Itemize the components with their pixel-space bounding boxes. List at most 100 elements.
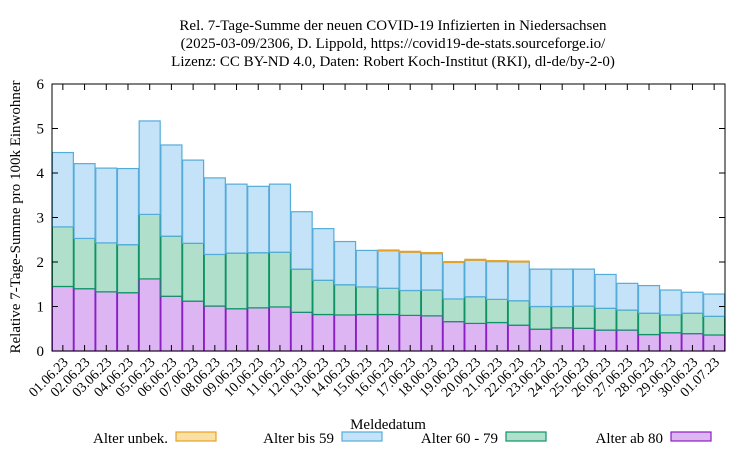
- bar-segment: [616, 282, 639, 311]
- bar-segment: [507, 260, 530, 263]
- bar-segment: [95, 291, 118, 352]
- bar-segment: [355, 249, 378, 288]
- bar-segment: [333, 240, 357, 286]
- bar-segment: [116, 167, 140, 246]
- bar-segment: [637, 312, 661, 336]
- bar-segment: [51, 226, 74, 288]
- bar-segment: [659, 314, 682, 334]
- bar-segment: [377, 287, 400, 316]
- bar-segment: [290, 268, 313, 313]
- legend-label: Alter unbek.: [93, 431, 168, 447]
- bar-segment: [464, 259, 487, 298]
- bar-segment: [659, 289, 682, 316]
- bar-segment: [355, 286, 378, 316]
- bar-segment: [225, 183, 248, 254]
- bar-segment: [681, 291, 704, 314]
- y-tick-label: 1: [37, 300, 45, 316]
- legend-label: Alter 60 - 79: [421, 431, 498, 447]
- title-line-2: (2025-03-09/2306, D. Lippold, https://co…: [181, 36, 606, 52]
- bar-segment: [290, 211, 313, 270]
- bar-segment: [95, 167, 118, 244]
- bar-segment: [616, 309, 639, 331]
- bar-segment: [442, 261, 465, 300]
- bar-segment: [95, 242, 118, 293]
- bar-segment: [485, 260, 509, 263]
- bar-segment: [268, 183, 292, 253]
- y-tick-label: 4: [37, 166, 45, 182]
- bar-segment: [377, 250, 400, 289]
- bar-segment: [51, 285, 74, 352]
- bar-segment: [333, 284, 357, 316]
- legend-label: Alter bis 59: [263, 431, 334, 447]
- bar-segment: [377, 249, 400, 252]
- bar-segment: [551, 305, 574, 329]
- bar-segment: [225, 252, 248, 310]
- bar-segment: [160, 144, 183, 237]
- chart-title: Rel. 7-Tage-Summe der neuen COVID-19 Inf…: [171, 18, 615, 70]
- bar-segment: [572, 305, 595, 329]
- bar-segment: [247, 307, 270, 352]
- bar-segment: [442, 298, 465, 323]
- bar-segment: [442, 260, 465, 264]
- bar-segment: [203, 305, 226, 352]
- bar-segment: [529, 305, 552, 330]
- y-tick-label: 0: [37, 344, 45, 360]
- bar-segment: [51, 151, 74, 228]
- bar-segment: [182, 242, 205, 302]
- bar-segment: [312, 279, 335, 316]
- bar-segment: [138, 278, 161, 352]
- legend-swatch: [175, 431, 217, 442]
- bar-segment: [399, 250, 422, 253]
- bar-segment: [182, 300, 205, 352]
- legend-swatch: [505, 431, 547, 442]
- legend: Alter unbek. Alter bis 59 Alter 60 - 79 Alt…: [93, 431, 712, 447]
- y-tick-label: 2: [37, 255, 45, 271]
- bar-segment: [203, 177, 226, 256]
- bar-segment: [73, 163, 96, 240]
- bar-segment: [551, 268, 574, 308]
- bar-segment: [507, 300, 530, 326]
- bar-segment: [594, 307, 617, 331]
- bar-segment: [399, 251, 422, 292]
- y-axis-label: Relative 7-Tage-Summe pro 100k Einwohner: [8, 80, 24, 353]
- bar-segment: [203, 253, 226, 307]
- bar-segment: [247, 252, 270, 309]
- bar-segment: [464, 296, 487, 325]
- x-axis-label: Meldedatum: [350, 417, 426, 433]
- bar-segment: [138, 213, 161, 280]
- legend-swatch: [341, 431, 383, 442]
- bar-segment: [594, 273, 617, 309]
- bar-segment: [420, 289, 444, 317]
- bar-segment: [116, 292, 140, 352]
- bar-segment: [420, 252, 444, 255]
- bar-segment: [572, 268, 595, 307]
- bar-segment: [116, 244, 140, 294]
- bar-segment: [420, 252, 444, 291]
- bar-segment: [312, 228, 335, 281]
- bars-layer: [51, 120, 726, 352]
- y-tick-label: 3: [37, 211, 45, 227]
- bar-segment: [529, 268, 552, 308]
- y-tick-label: 6: [37, 77, 45, 93]
- bar-segment: [138, 120, 161, 215]
- bar-segment: [399, 289, 422, 317]
- bar-segment: [247, 185, 270, 254]
- title-line-1: Rel. 7-Tage-Summe der neuen COVID-19 Inf…: [179, 18, 607, 34]
- bar-segment: [73, 288, 96, 352]
- bar-segment: [703, 293, 726, 317]
- bar-segment: [681, 312, 704, 335]
- bar-segment: [268, 251, 292, 308]
- legend-swatch: [670, 431, 712, 442]
- y-axis: 0 1 2 3 4 5 6: [37, 77, 725, 360]
- bar-segment: [73, 237, 96, 290]
- bar-segment: [507, 261, 530, 302]
- bar-segment: [160, 295, 183, 352]
- legend-label: Alter ab 80: [596, 431, 663, 447]
- bar-segment: [464, 258, 487, 261]
- bar-segment: [485, 260, 509, 300]
- bar-segment: [160, 235, 183, 297]
- bar-segment: [637, 284, 661, 314]
- bar-segment: [182, 159, 205, 244]
- bar-segment: [703, 315, 726, 336]
